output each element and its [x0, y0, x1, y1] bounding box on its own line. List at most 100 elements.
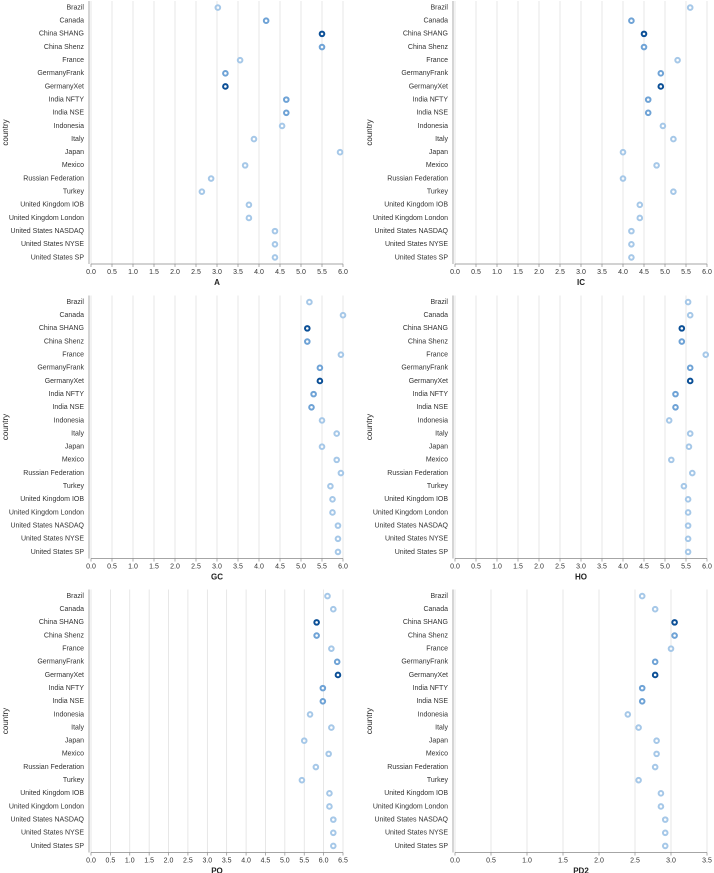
x-tick-label: 2.0 [594, 857, 604, 864]
x-tick-label: 1.5 [558, 857, 568, 864]
x-tick-label: 0.5 [107, 563, 117, 570]
y-tick-label: Italy [435, 430, 448, 437]
dot [327, 482, 334, 490]
dot [628, 240, 635, 248]
dot [653, 750, 660, 758]
x-tick-label: 1.0 [128, 269, 138, 276]
dot [245, 214, 253, 222]
y-tick-label: India NFTY [413, 685, 449, 692]
dot [329, 496, 336, 503]
y-tick-label: United States NASDAQ [10, 522, 84, 529]
y-tick-label: United Kingdom London [373, 509, 448, 516]
x-axis-title: GC [211, 573, 223, 582]
x-tick-label: 0.0 [86, 269, 96, 276]
panel: 0.0 0.5 1.0 1.5 2.0 2.5 3.0 3.5 4.0 4.5 5.0 5.5 6.0 G… [1, 295, 348, 582]
dot [319, 697, 327, 705]
y-tick-label: United States SP [31, 549, 85, 556]
dot [324, 592, 331, 600]
x-tick-label: 1.5 [513, 269, 523, 276]
y-tick-label: India NSE [52, 110, 84, 117]
x-tick-label: 0.0 [450, 269, 460, 276]
x-tick-label: 2.5 [630, 857, 640, 864]
dot [328, 724, 335, 731]
dot [222, 83, 229, 90]
x-tick-label: 0.0 [450, 563, 460, 570]
dot [659, 122, 667, 130]
dot [667, 645, 675, 652]
y-tick-label: United States NYSE [21, 241, 84, 248]
x-tick-label: 4.0 [241, 857, 251, 864]
dot [619, 148, 627, 156]
dot [684, 496, 692, 503]
dot [628, 17, 635, 25]
y-tick-label: Canada [59, 18, 84, 25]
y-tick-label: GermanyXet [45, 672, 84, 679]
dot [686, 364, 694, 372]
panel: 0.0 0.5 1.0 1.5 2.0 2.5 3.0 3.5 4.0 4.5 5.0 5.5 6.0 6… [1, 589, 348, 873]
x-tick-label: 2.0 [170, 563, 180, 570]
y-tick-label: China SHANG [403, 31, 448, 38]
dot [310, 390, 317, 398]
dot [250, 135, 258, 143]
dot [334, 535, 342, 543]
y-tick-label: China SHANG [403, 619, 448, 626]
y-tick-label: Japan [429, 149, 448, 156]
x-tick-label: 3.5 [597, 563, 607, 570]
dot [236, 56, 244, 64]
dot [271, 227, 279, 235]
y-tick-label: China Shenz [44, 44, 85, 51]
y-tick-label: United States SP [31, 843, 85, 850]
dot [330, 829, 337, 837]
dot [657, 790, 665, 797]
dot [674, 56, 681, 64]
y-tick-label: India NSE [52, 404, 84, 411]
y-tick-label: Indonesia [54, 123, 84, 130]
y-tick-label: Turkey [427, 483, 449, 490]
x-tick-label: 1.0 [128, 563, 138, 570]
dot [262, 17, 270, 25]
y-tick-label: China Shenz [44, 632, 85, 639]
dot [684, 509, 692, 516]
y-tick-label: Japan [429, 738, 448, 745]
dot [689, 469, 696, 477]
x-tick-label: 4.0 [618, 269, 628, 276]
x-tick-label: 4.5 [275, 269, 285, 276]
x-tick-label: 1.5 [149, 269, 159, 276]
x-tick-label: 1.5 [513, 563, 523, 570]
x-tick-label: 5.0 [296, 563, 306, 570]
x-tick-label: 6.0 [338, 269, 348, 276]
x-axis-title: HO [575, 573, 587, 582]
y-tick-label: United States NYSE [385, 241, 448, 248]
dot [330, 816, 337, 823]
y-tick-label: GermanyXet [45, 378, 84, 385]
x-tick-label: 0.0 [86, 563, 96, 570]
dot [336, 148, 344, 156]
x-tick-label: 2.5 [555, 269, 565, 276]
dot [657, 803, 665, 810]
y-tick-label: GermanyFrank [37, 365, 84, 372]
x-axis-title: PD2 [573, 867, 589, 873]
y-tick-label: Italy [71, 430, 84, 437]
dot [651, 605, 659, 613]
dot [333, 658, 341, 666]
y-tick-label: France [426, 646, 448, 653]
y-tick-label: Russian Federation [387, 470, 448, 477]
x-tick-label: 4.5 [639, 269, 649, 276]
y-tick-label: China SHANG [39, 325, 84, 332]
x-tick-label: 6.0 [319, 857, 329, 864]
x-tick-label: 4.5 [275, 563, 285, 570]
x-tick-label: 3.0 [576, 269, 586, 276]
y-tick-label: United States SP [395, 549, 449, 556]
y-axis-title: country [1, 708, 10, 734]
dot [670, 135, 677, 143]
y-tick-label: GermanyFrank [37, 659, 84, 666]
dot [339, 311, 347, 319]
dot [638, 697, 646, 705]
dot [661, 816, 669, 823]
x-tick-label: 5.0 [660, 563, 670, 570]
x-tick-label: 0.5 [486, 857, 496, 864]
x-tick-label: 3.5 [233, 269, 243, 276]
dot [653, 737, 660, 745]
dot [657, 83, 665, 90]
y-tick-label: India NFTY [413, 96, 449, 103]
